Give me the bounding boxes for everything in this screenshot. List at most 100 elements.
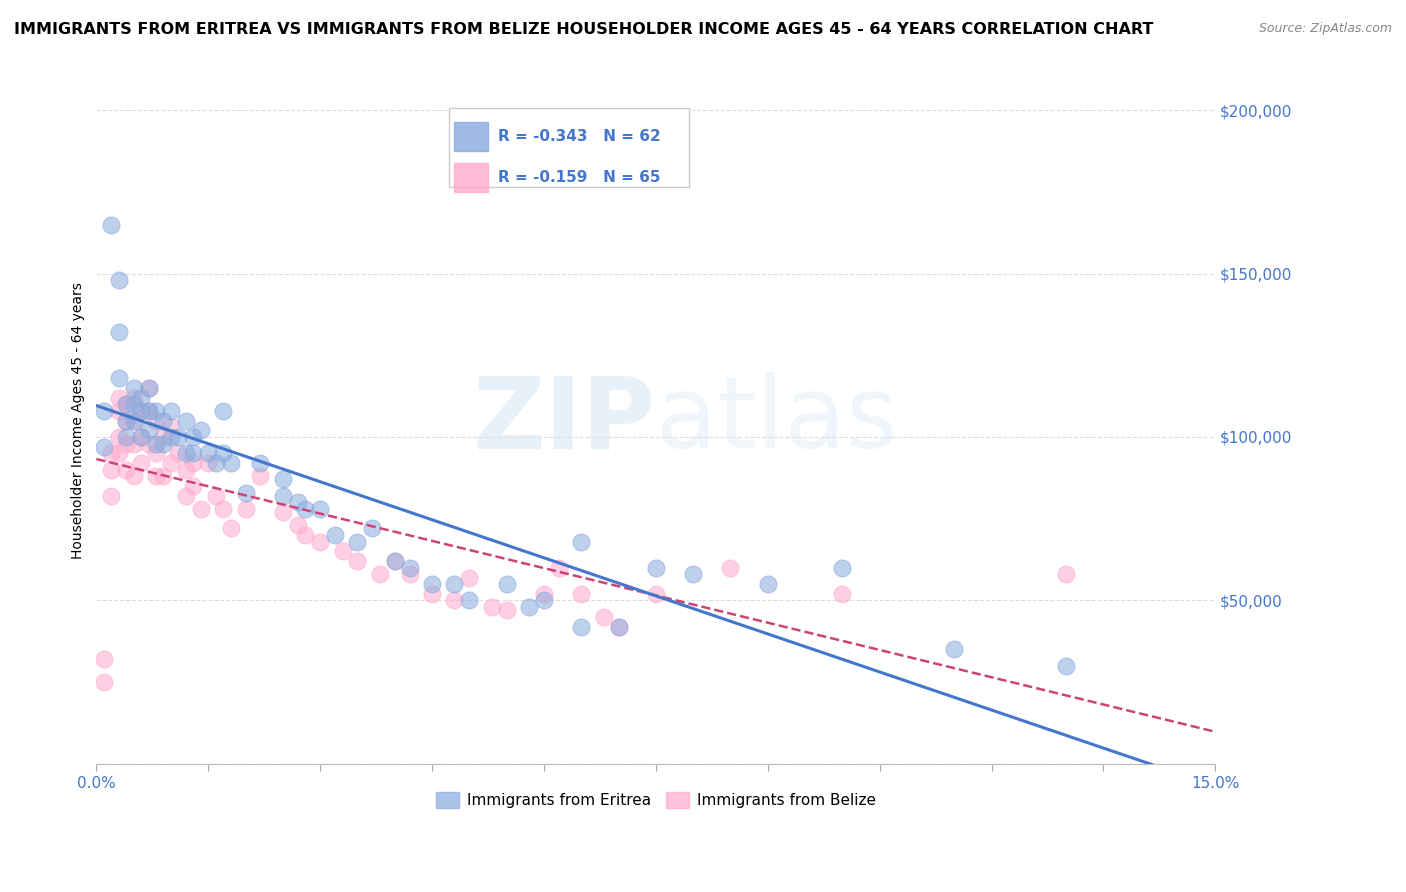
Point (495, 577, 517, 591)
Point (197, 446, 219, 460)
Point (249, 469, 271, 483)
Text: IMMIGRANTS FROM ERITREA VS IMMIGRANTS FROM BELIZE HOUSEHOLDER INCOME AGES 45 - 6: IMMIGRANTS FROM ERITREA VS IMMIGRANTS FR… (14, 22, 1153, 37)
Point (174, 414, 197, 428)
Point (152, 436, 174, 450)
FancyBboxPatch shape (449, 108, 689, 187)
Point (592, 609, 614, 624)
Point (145, 404, 167, 418)
Point (107, 430, 129, 444)
Point (458, 570, 481, 584)
Point (122, 469, 145, 483)
Point (384, 554, 406, 568)
Point (145, 436, 167, 450)
Point (129, 430, 152, 444)
Point (569, 587, 592, 601)
Point (420, 577, 443, 591)
Point (122, 414, 145, 428)
Text: Source: ZipAtlas.com: Source: ZipAtlas.com (1258, 22, 1392, 36)
Point (212, 446, 235, 460)
Point (152, 414, 174, 428)
Point (115, 436, 138, 450)
Point (107, 446, 129, 460)
Point (183, 430, 205, 444)
Point (607, 619, 630, 633)
Text: R = -0.343   N = 62: R = -0.343 N = 62 (498, 129, 661, 144)
Point (398, 560, 420, 574)
Point (115, 414, 138, 428)
Point (100, 489, 122, 503)
Point (831, 587, 853, 601)
Point (1054, 658, 1077, 673)
Point (533, 593, 555, 607)
Point (287, 518, 309, 533)
Point (332, 544, 354, 558)
Point (682, 567, 704, 582)
Point (107, 404, 129, 418)
Point (138, 404, 160, 418)
Point (547, 560, 569, 574)
Point (183, 479, 205, 493)
Point (115, 430, 138, 444)
Text: ZIP: ZIP (472, 372, 655, 469)
Point (138, 381, 160, 395)
Point (249, 456, 271, 470)
Point (174, 446, 197, 460)
Point (235, 485, 257, 500)
Point (212, 404, 235, 418)
Point (212, 501, 235, 516)
Point (93, 652, 115, 666)
Legend: Immigrants from Eritrea, Immigrants from Belize: Immigrants from Eritrea, Immigrants from… (430, 786, 882, 814)
Point (160, 456, 183, 470)
Point (384, 554, 406, 568)
Point (107, 371, 129, 385)
Point (115, 397, 138, 411)
Point (107, 391, 129, 405)
Point (309, 534, 332, 549)
Point (160, 420, 183, 434)
Point (190, 424, 212, 438)
Point (197, 456, 219, 470)
Point (145, 469, 167, 483)
Point (129, 404, 152, 418)
Point (167, 446, 190, 460)
Point (368, 567, 391, 582)
Point (235, 501, 257, 516)
Point (138, 436, 160, 450)
Point (323, 528, 346, 542)
Bar (454, 122, 488, 151)
Point (93, 440, 115, 454)
Point (115, 397, 138, 411)
Point (533, 587, 555, 601)
Point (167, 430, 190, 444)
Point (644, 587, 666, 601)
Point (271, 473, 294, 487)
Point (756, 577, 779, 591)
Point (183, 456, 205, 470)
Point (160, 430, 183, 444)
Point (420, 587, 443, 601)
Point (294, 528, 316, 542)
Point (219, 521, 242, 535)
Point (831, 560, 853, 574)
Point (100, 463, 122, 477)
Point (607, 619, 630, 633)
Point (294, 501, 316, 516)
Point (93, 675, 115, 690)
Text: atlas: atlas (655, 372, 897, 469)
Point (107, 326, 129, 340)
Point (174, 489, 197, 503)
Point (271, 505, 294, 519)
Point (145, 446, 167, 460)
Point (481, 599, 503, 614)
Point (122, 391, 145, 405)
Point (495, 603, 517, 617)
Point (346, 534, 368, 549)
Point (107, 273, 129, 287)
Point (361, 521, 384, 535)
Point (458, 593, 481, 607)
Point (219, 456, 242, 470)
Point (943, 642, 966, 657)
Point (287, 495, 309, 509)
Point (204, 489, 226, 503)
Y-axis label: Householder Income Ages 45 - 64 years: Householder Income Ages 45 - 64 years (72, 282, 86, 559)
